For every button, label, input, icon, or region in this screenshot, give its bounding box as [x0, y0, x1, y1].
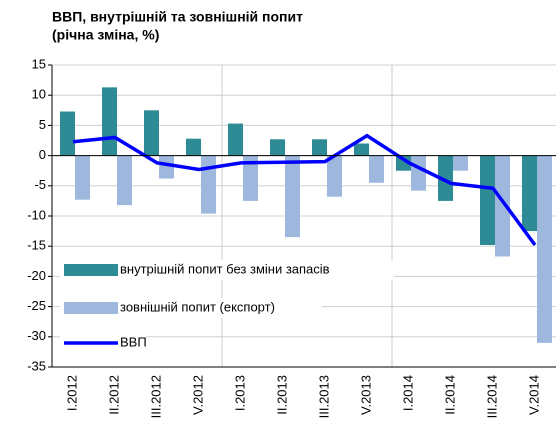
legend-label: зовнішній попит (експорт)	[120, 299, 275, 314]
x-tick-label: I.2013	[232, 375, 247, 411]
legend-label: ВВП	[120, 334, 147, 349]
y-tick-label: 5	[39, 117, 46, 132]
legend-bg	[60, 298, 322, 318]
legend-swatch	[64, 264, 118, 276]
bar	[537, 155, 552, 343]
bar	[480, 155, 495, 245]
y-tick-label: 15	[32, 56, 46, 71]
bar	[60, 111, 75, 156]
x-tick-label: II.2013	[274, 375, 289, 415]
bar	[453, 155, 468, 171]
y-tick-label: 0	[39, 147, 46, 162]
y-tick-label: 10	[32, 87, 46, 102]
x-tick-label: I.2014	[400, 375, 415, 411]
bar	[228, 123, 243, 156]
x-tick-label: III.2012	[148, 375, 163, 418]
legend-bg	[60, 260, 394, 280]
chart-subtitle: (річна зміна, %)	[52, 27, 159, 43]
bar	[438, 155, 453, 201]
bar	[327, 155, 342, 197]
bar	[495, 155, 510, 257]
bar	[201, 155, 216, 214]
bar	[144, 110, 159, 156]
y-tick-label: -15	[27, 238, 46, 253]
y-tick-label: -10	[27, 207, 46, 222]
bar	[159, 155, 174, 179]
bar	[75, 155, 90, 200]
bar	[522, 155, 537, 232]
y-tick-label: -35	[27, 358, 46, 373]
bar	[411, 155, 426, 191]
x-tick-label: V.2014	[526, 375, 541, 415]
bar	[186, 138, 201, 156]
bar	[117, 155, 132, 206]
x-tick-label: II.2014	[442, 375, 457, 415]
bar	[369, 155, 384, 183]
x-tick-label: II.2012	[106, 375, 121, 415]
chart-title: ВВП, внутрішній та зовнішній попит	[52, 9, 303, 25]
y-tick-label: -25	[27, 298, 46, 313]
line	[72, 133, 537, 247]
bar	[285, 155, 300, 238]
y-tick-label: -5	[34, 177, 46, 192]
bar	[270, 139, 285, 156]
bar	[312, 139, 327, 156]
x-tick-label: III.2013	[316, 375, 331, 418]
bar	[243, 155, 258, 201]
x-tick-label: III.2014	[484, 375, 499, 418]
legend-swatch	[64, 302, 118, 314]
legend-label: внутрішній попит без зміни запасів	[120, 261, 330, 276]
x-tick-label: V.2013	[358, 375, 373, 415]
x-tick-label: V.2012	[190, 375, 205, 415]
y-tick-label: -20	[27, 268, 46, 283]
x-tick-label: I.2012	[64, 375, 79, 411]
bar	[396, 155, 411, 171]
y-tick-label: -30	[27, 328, 46, 343]
bar	[102, 87, 117, 156]
bar	[354, 143, 369, 156]
